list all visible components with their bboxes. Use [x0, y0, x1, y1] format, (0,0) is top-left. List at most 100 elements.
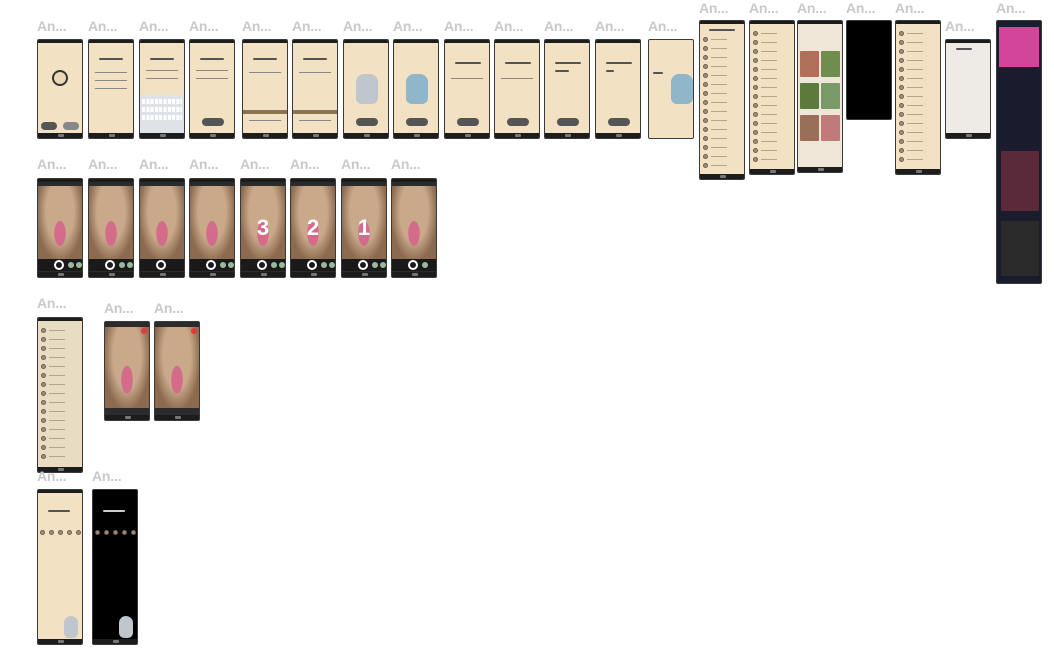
screen-camera[interactable] [37, 178, 83, 278]
contact-avatar[interactable] [899, 112, 904, 117]
login-button[interactable] [41, 122, 57, 130]
screen-signup-filled[interactable] [189, 39, 235, 139]
screen-contacts-3[interactable] [895, 20, 941, 175]
screen-mascot-gray[interactable] [343, 39, 389, 139]
contact-avatar[interactable] [753, 148, 758, 153]
avatar[interactable] [67, 530, 72, 535]
screen-contacts[interactable] [699, 20, 745, 180]
screen-camera-download[interactable] [391, 178, 437, 278]
contact-avatar[interactable] [899, 103, 904, 108]
continue-button[interactable] [356, 118, 378, 126]
contact-avatar[interactable] [899, 148, 904, 153]
contact-avatar[interactable] [753, 139, 758, 144]
contact-avatar[interactable] [899, 94, 904, 99]
next-button[interactable] [457, 118, 479, 126]
end-call-button[interactable] [191, 328, 197, 334]
screen-feed-video[interactable] [996, 20, 1042, 284]
contact-avatar[interactable] [899, 139, 904, 144]
contact-avatar[interactable] [753, 121, 758, 126]
avatar[interactable] [122, 530, 127, 535]
contact-avatar[interactable] [41, 337, 46, 342]
screen-mascot-blue[interactable] [393, 39, 439, 139]
screen-signup[interactable] [88, 39, 134, 139]
screen-form-d[interactable] [595, 39, 641, 139]
video-thumbnail[interactable] [999, 27, 1039, 67]
screen-black[interactable] [846, 20, 892, 120]
contact-avatar[interactable] [753, 112, 758, 117]
contact-avatar[interactable] [899, 130, 904, 135]
contact-avatar[interactable] [703, 100, 708, 105]
screen-countdown-1[interactable]: 1 [341, 178, 387, 278]
contact-avatar[interactable] [899, 58, 904, 63]
screen-chat[interactable] [945, 39, 991, 139]
continue-button[interactable] [406, 118, 428, 126]
screen-form-c[interactable] [544, 39, 590, 139]
shutter-button[interactable] [156, 260, 166, 270]
contact-avatar[interactable] [41, 409, 46, 414]
screen-camera[interactable] [139, 178, 185, 278]
contact-avatar[interactable] [703, 109, 708, 114]
screen-name-filled[interactable] [292, 39, 338, 139]
contact-avatar[interactable] [899, 49, 904, 54]
contact-avatar[interactable] [899, 121, 904, 126]
avatar[interactable] [40, 530, 45, 535]
shutter-button[interactable] [54, 260, 64, 270]
screen-signup-keyboard[interactable] [139, 39, 185, 139]
screen-name[interactable] [242, 39, 288, 139]
next-button[interactable] [202, 118, 224, 126]
avatar[interactable] [113, 530, 118, 535]
screen-camera[interactable] [88, 178, 134, 278]
signup-button[interactable] [63, 122, 79, 130]
contact-avatar[interactable] [899, 76, 904, 81]
contact-avatar[interactable] [41, 400, 46, 405]
contact-avatar[interactable] [41, 382, 46, 387]
avatar[interactable] [76, 530, 81, 535]
contact-avatar[interactable] [753, 67, 758, 72]
avatar[interactable] [131, 530, 136, 535]
contact-avatar[interactable] [899, 157, 904, 162]
contact-avatar[interactable] [703, 91, 708, 96]
contact-avatar[interactable] [41, 364, 46, 369]
contact-avatar[interactable] [753, 85, 758, 90]
contact-avatar[interactable] [703, 73, 708, 78]
screen-countdown-2[interactable]: 2 [290, 178, 336, 278]
contact-avatar[interactable] [41, 328, 46, 333]
contact-avatar[interactable] [899, 31, 904, 36]
screen-form-b[interactable] [494, 39, 540, 139]
contact-avatar[interactable] [899, 40, 904, 45]
contact-avatar[interactable] [753, 103, 758, 108]
next-button[interactable] [557, 118, 579, 126]
contact-avatar[interactable] [703, 154, 708, 159]
screen-camera[interactable] [189, 178, 235, 278]
contact-avatar[interactable] [753, 31, 758, 36]
contact-avatar[interactable] [703, 82, 708, 87]
contact-avatar[interactable] [41, 373, 46, 378]
contact-avatar[interactable] [703, 37, 708, 42]
shutter-button[interactable] [105, 260, 115, 270]
screen-profile-light[interactable] [37, 489, 83, 645]
contact-avatar[interactable] [703, 46, 708, 51]
contact-avatar[interactable] [703, 118, 708, 123]
avatar[interactable] [58, 530, 63, 535]
screen-countdown-3[interactable]: 3 [240, 178, 286, 278]
avatar[interactable] [104, 530, 109, 535]
screen-mascot-final[interactable] [648, 39, 694, 139]
shutter-button[interactable] [206, 260, 216, 270]
contact-avatar[interactable] [753, 94, 758, 99]
screen-form-a[interactable] [444, 39, 490, 139]
contact-avatar[interactable] [899, 67, 904, 72]
contact-avatar[interactable] [41, 445, 46, 450]
end-call-button[interactable] [141, 328, 147, 334]
contact-avatar[interactable] [753, 76, 758, 81]
avatar[interactable] [49, 530, 54, 535]
screen-videocall[interactable] [104, 321, 150, 421]
contact-avatar[interactable] [41, 346, 46, 351]
contact-avatar[interactable] [703, 145, 708, 150]
contact-avatar[interactable] [703, 163, 708, 168]
screen-login[interactable] [37, 39, 83, 139]
contact-avatar[interactable] [899, 85, 904, 90]
contact-avatar[interactable] [41, 355, 46, 360]
screen-profile-dark[interactable] [92, 489, 138, 645]
contact-avatar[interactable] [703, 55, 708, 60]
contact-avatar[interactable] [41, 418, 46, 423]
